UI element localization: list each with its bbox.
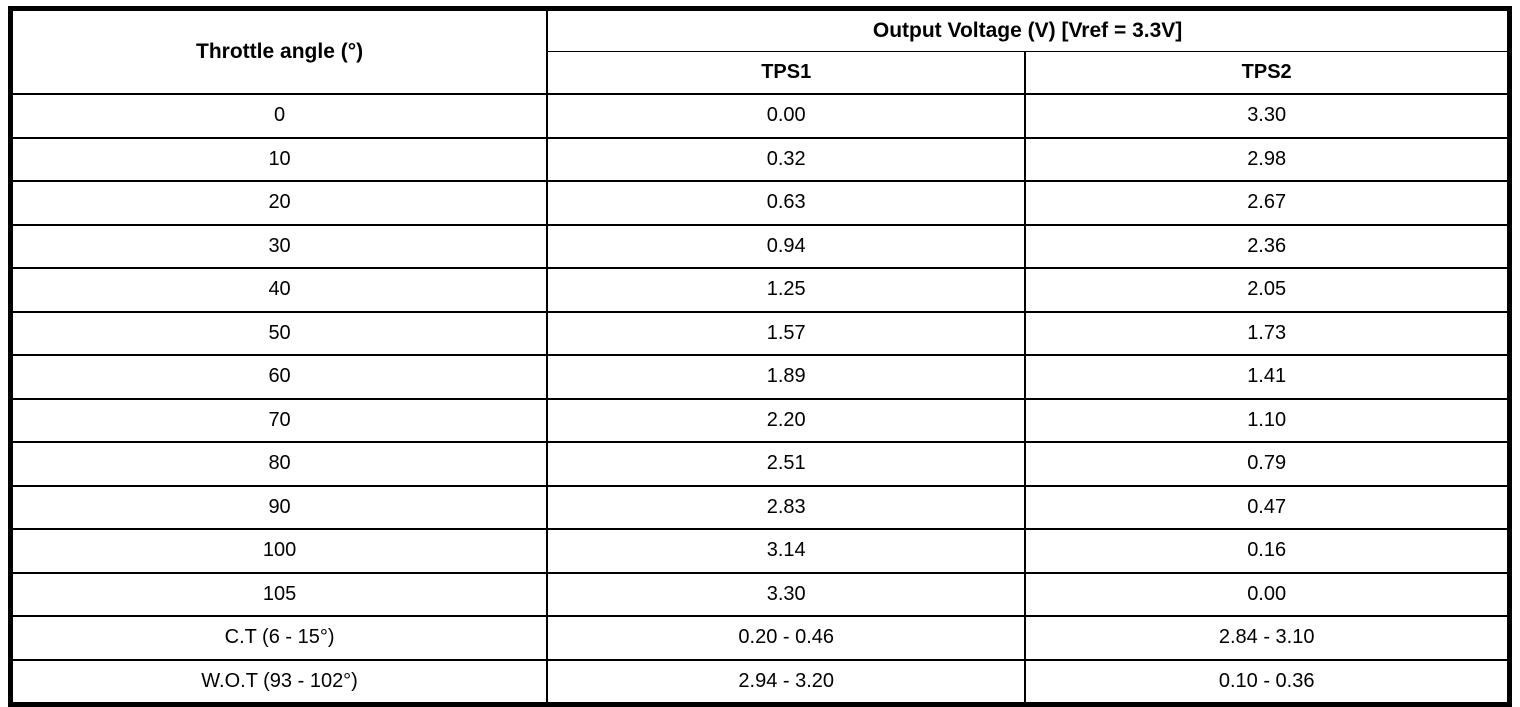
table-row: 100 3.14 0.16: [9, 528, 1511, 574]
tps2-cell: 0.10 - 0.36: [1024, 658, 1511, 706]
throttle-angle-cell: 90: [9, 484, 549, 530]
output-voltage-group-header: Output Voltage (V) [Vref = 3.3V]: [546, 7, 1511, 52]
tps2-cell: 1.41: [1024, 354, 1511, 400]
throttle-angle-cell: 50: [9, 310, 549, 356]
tps1-cell: 2.83: [546, 484, 1027, 530]
throttle-angle-cell: 100: [9, 528, 549, 574]
tps-voltage-table: Throttle angle (°) Output Voltage (V) [V…: [8, 6, 1512, 707]
tps2-cell: 2.67: [1024, 180, 1511, 226]
tps1-cell: 2.94 - 3.20: [546, 658, 1027, 706]
table-row: 20 0.63 2.67: [9, 180, 1511, 226]
tps1-cell: 3.14: [546, 528, 1027, 574]
throttle-angle-cell: 80: [9, 441, 549, 487]
table-row: 0 0.00 3.30: [9, 93, 1511, 139]
tps1-cell: 1.25: [546, 267, 1027, 313]
tps2-cell: 0.47: [1024, 484, 1511, 530]
tps1-cell: 0.94: [546, 223, 1027, 269]
tps1-column-header: TPS1: [546, 51, 1027, 95]
table-row: C.T (6 - 15°) 0.20 - 0.46 2.84 - 3.10: [9, 615, 1511, 661]
tps2-cell: 2.98: [1024, 136, 1511, 182]
throttle-angle-cell: 60: [9, 354, 549, 400]
tps1-cell: 1.57: [546, 310, 1027, 356]
table-row: 30 0.94 2.36: [9, 223, 1511, 269]
tps2-cell: 3.30: [1024, 93, 1511, 139]
table-header: Throttle angle (°) Output Voltage (V) [V…: [9, 7, 1511, 95]
throttle-angle-cell: 0: [9, 93, 549, 139]
table-row: 90 2.83 0.47: [9, 484, 1511, 530]
throttle-angle-cell: 30: [9, 223, 549, 269]
table-row: 60 1.89 1.41: [9, 354, 1511, 400]
table-body: 0 0.00 3.30 10 0.32 2.98 20 0.63 2.67 30 0.94 2.36 4…: [9, 93, 1511, 706]
tps2-cell: 2.84 - 3.10: [1024, 615, 1511, 661]
table-row: W.O.T (93 - 102°) 2.94 - 3.20 0.10 - 0.36: [9, 658, 1511, 706]
throttle-angle-header: Throttle angle (°): [9, 7, 549, 95]
tps2-cell: 0.79: [1024, 441, 1511, 487]
throttle-angle-cell: 10: [9, 136, 549, 182]
tps1-cell: 2.51: [546, 441, 1027, 487]
throttle-angle-cell: 70: [9, 397, 549, 443]
throttle-angle-cell: W.O.T (93 - 102°): [9, 658, 549, 706]
tps2-cell: 1.10: [1024, 397, 1511, 443]
throttle-angle-cell: 20: [9, 180, 549, 226]
tps1-cell: 1.89: [546, 354, 1027, 400]
tps1-cell: 0.00: [546, 93, 1027, 139]
throttle-angle-cell: 105: [9, 571, 549, 617]
throttle-angle-cell: 40: [9, 267, 549, 313]
tps2-cell: 2.36: [1024, 223, 1511, 269]
tps1-cell: 0.32: [546, 136, 1027, 182]
header-row-tps: TPS1 TPS2: [11, 51, 1511, 95]
tps1-cell: 0.63: [546, 180, 1027, 226]
tps2-cell: 0.00: [1024, 571, 1511, 617]
table-row: 80 2.51 0.79: [9, 441, 1511, 487]
tps2-column-header: TPS2: [1024, 51, 1511, 95]
table-row: 40 1.25 2.05: [9, 267, 1511, 313]
table-row: 105 3.30 0.00: [9, 571, 1511, 617]
tps2-cell: 1.73: [1024, 310, 1511, 356]
tps1-cell: 0.20 - 0.46: [546, 615, 1027, 661]
throttle-angle-cell: C.T (6 - 15°): [9, 615, 549, 661]
tps2-cell: 0.16: [1024, 528, 1511, 574]
header-row-group: Throttle angle (°) Output Voltage (V) [V…: [9, 7, 1511, 95]
table-row: 70 2.20 1.10: [9, 397, 1511, 443]
tps1-cell: 3.30: [546, 571, 1027, 617]
table-row: 50 1.57 1.73: [9, 310, 1511, 356]
table-row: 10 0.32 2.98: [9, 136, 1511, 182]
tps1-cell: 2.20: [546, 397, 1027, 443]
tps2-cell: 2.05: [1024, 267, 1511, 313]
